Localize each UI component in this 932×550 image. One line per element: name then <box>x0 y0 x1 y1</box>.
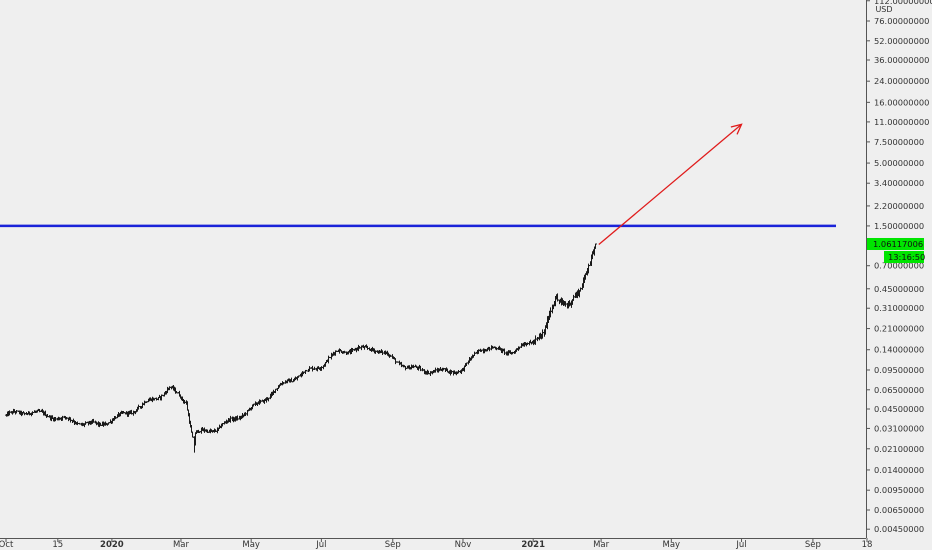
price-tick-label: 0.06500000 <box>874 385 924 395</box>
trend-arrow-head <box>730 123 743 135</box>
ohlc-bars <box>5 243 597 453</box>
price-tick-label: 0.45000000 <box>874 284 924 294</box>
price-tick-label: 0.70000000 <box>874 261 924 271</box>
drawings-layer[interactable] <box>0 123 836 246</box>
time-tick-label: Mar <box>593 540 610 550</box>
price-tick-label: 0.14000000 <box>874 345 924 355</box>
time-tick-label: Oct <box>0 540 14 550</box>
time-tick-label: 18 <box>862 540 873 550</box>
price-tick-label: 0.09500000 <box>874 365 924 375</box>
price-tick-label: 0.31000000 <box>874 303 924 313</box>
time-tick-label: 2020 <box>100 540 124 550</box>
last-price-label: 1.06117006 <box>873 239 923 249</box>
price-tick-label: 0.21000000 <box>874 324 924 334</box>
time-axis[interactable]: Oct 15 2020 Mar May Jul Sep Nov 2021 Mar May Jul Sep… <box>0 538 872 550</box>
price-tick-label: 1.50000000 <box>874 221 924 231</box>
price-tick-label: 3.40000000 <box>874 178 924 188</box>
price-tick-label: 7.50000000 <box>874 137 924 147</box>
time-tick-label: Sep <box>805 540 821 550</box>
price-tick-label: 5.00000000 <box>874 158 924 168</box>
time-tick-label: Nov <box>455 540 472 550</box>
countdown-badge <box>884 250 924 263</box>
price-tick-label: 112.00000000 <box>874 0 932 6</box>
time-tick-label: Sep <box>385 540 401 550</box>
price-tick-label: 0.00450000 <box>874 524 924 534</box>
price-tick-label: 0.04500000 <box>874 404 924 414</box>
price-tick-label: 0.03100000 <box>874 423 924 433</box>
time-tick-label: Jul <box>315 540 326 550</box>
price-tick-label: 0.02100000 <box>874 444 924 454</box>
price-tick-label: 0.00650000 <box>874 505 924 515</box>
time-tick-label: 2021 <box>521 540 545 550</box>
price-tick-label: 76.00000000 <box>874 16 929 26</box>
price-tick-label: 16.00000000 <box>874 97 929 107</box>
countdown-label: 13:16:50 <box>888 252 925 262</box>
last-price-badge <box>867 237 924 250</box>
last-price-badges: 1.06117006 13:16:50 <box>867 237 925 263</box>
price-tick-label: 24.00000000 <box>874 76 929 86</box>
time-tick-label: Jul <box>735 540 746 550</box>
currency-label: USD <box>875 5 892 14</box>
price-tick-label: 52.00000000 <box>874 36 929 46</box>
price-tick-label: 2.20000000 <box>874 201 924 211</box>
price-tick-label: 11.00000000 <box>874 117 929 127</box>
price-tick-label: 0.01400000 <box>874 465 924 475</box>
time-tick-label: Mar <box>173 540 190 550</box>
price-tick-label: 0.00950000 <box>874 485 924 495</box>
trend-arrow-line[interactable] <box>598 123 742 246</box>
time-tick-label: May <box>663 540 681 550</box>
price-tick-label: 36.00000000 <box>874 55 929 65</box>
time-tick-label: 15 <box>52 540 63 550</box>
time-tick-label: May <box>242 540 260 550</box>
